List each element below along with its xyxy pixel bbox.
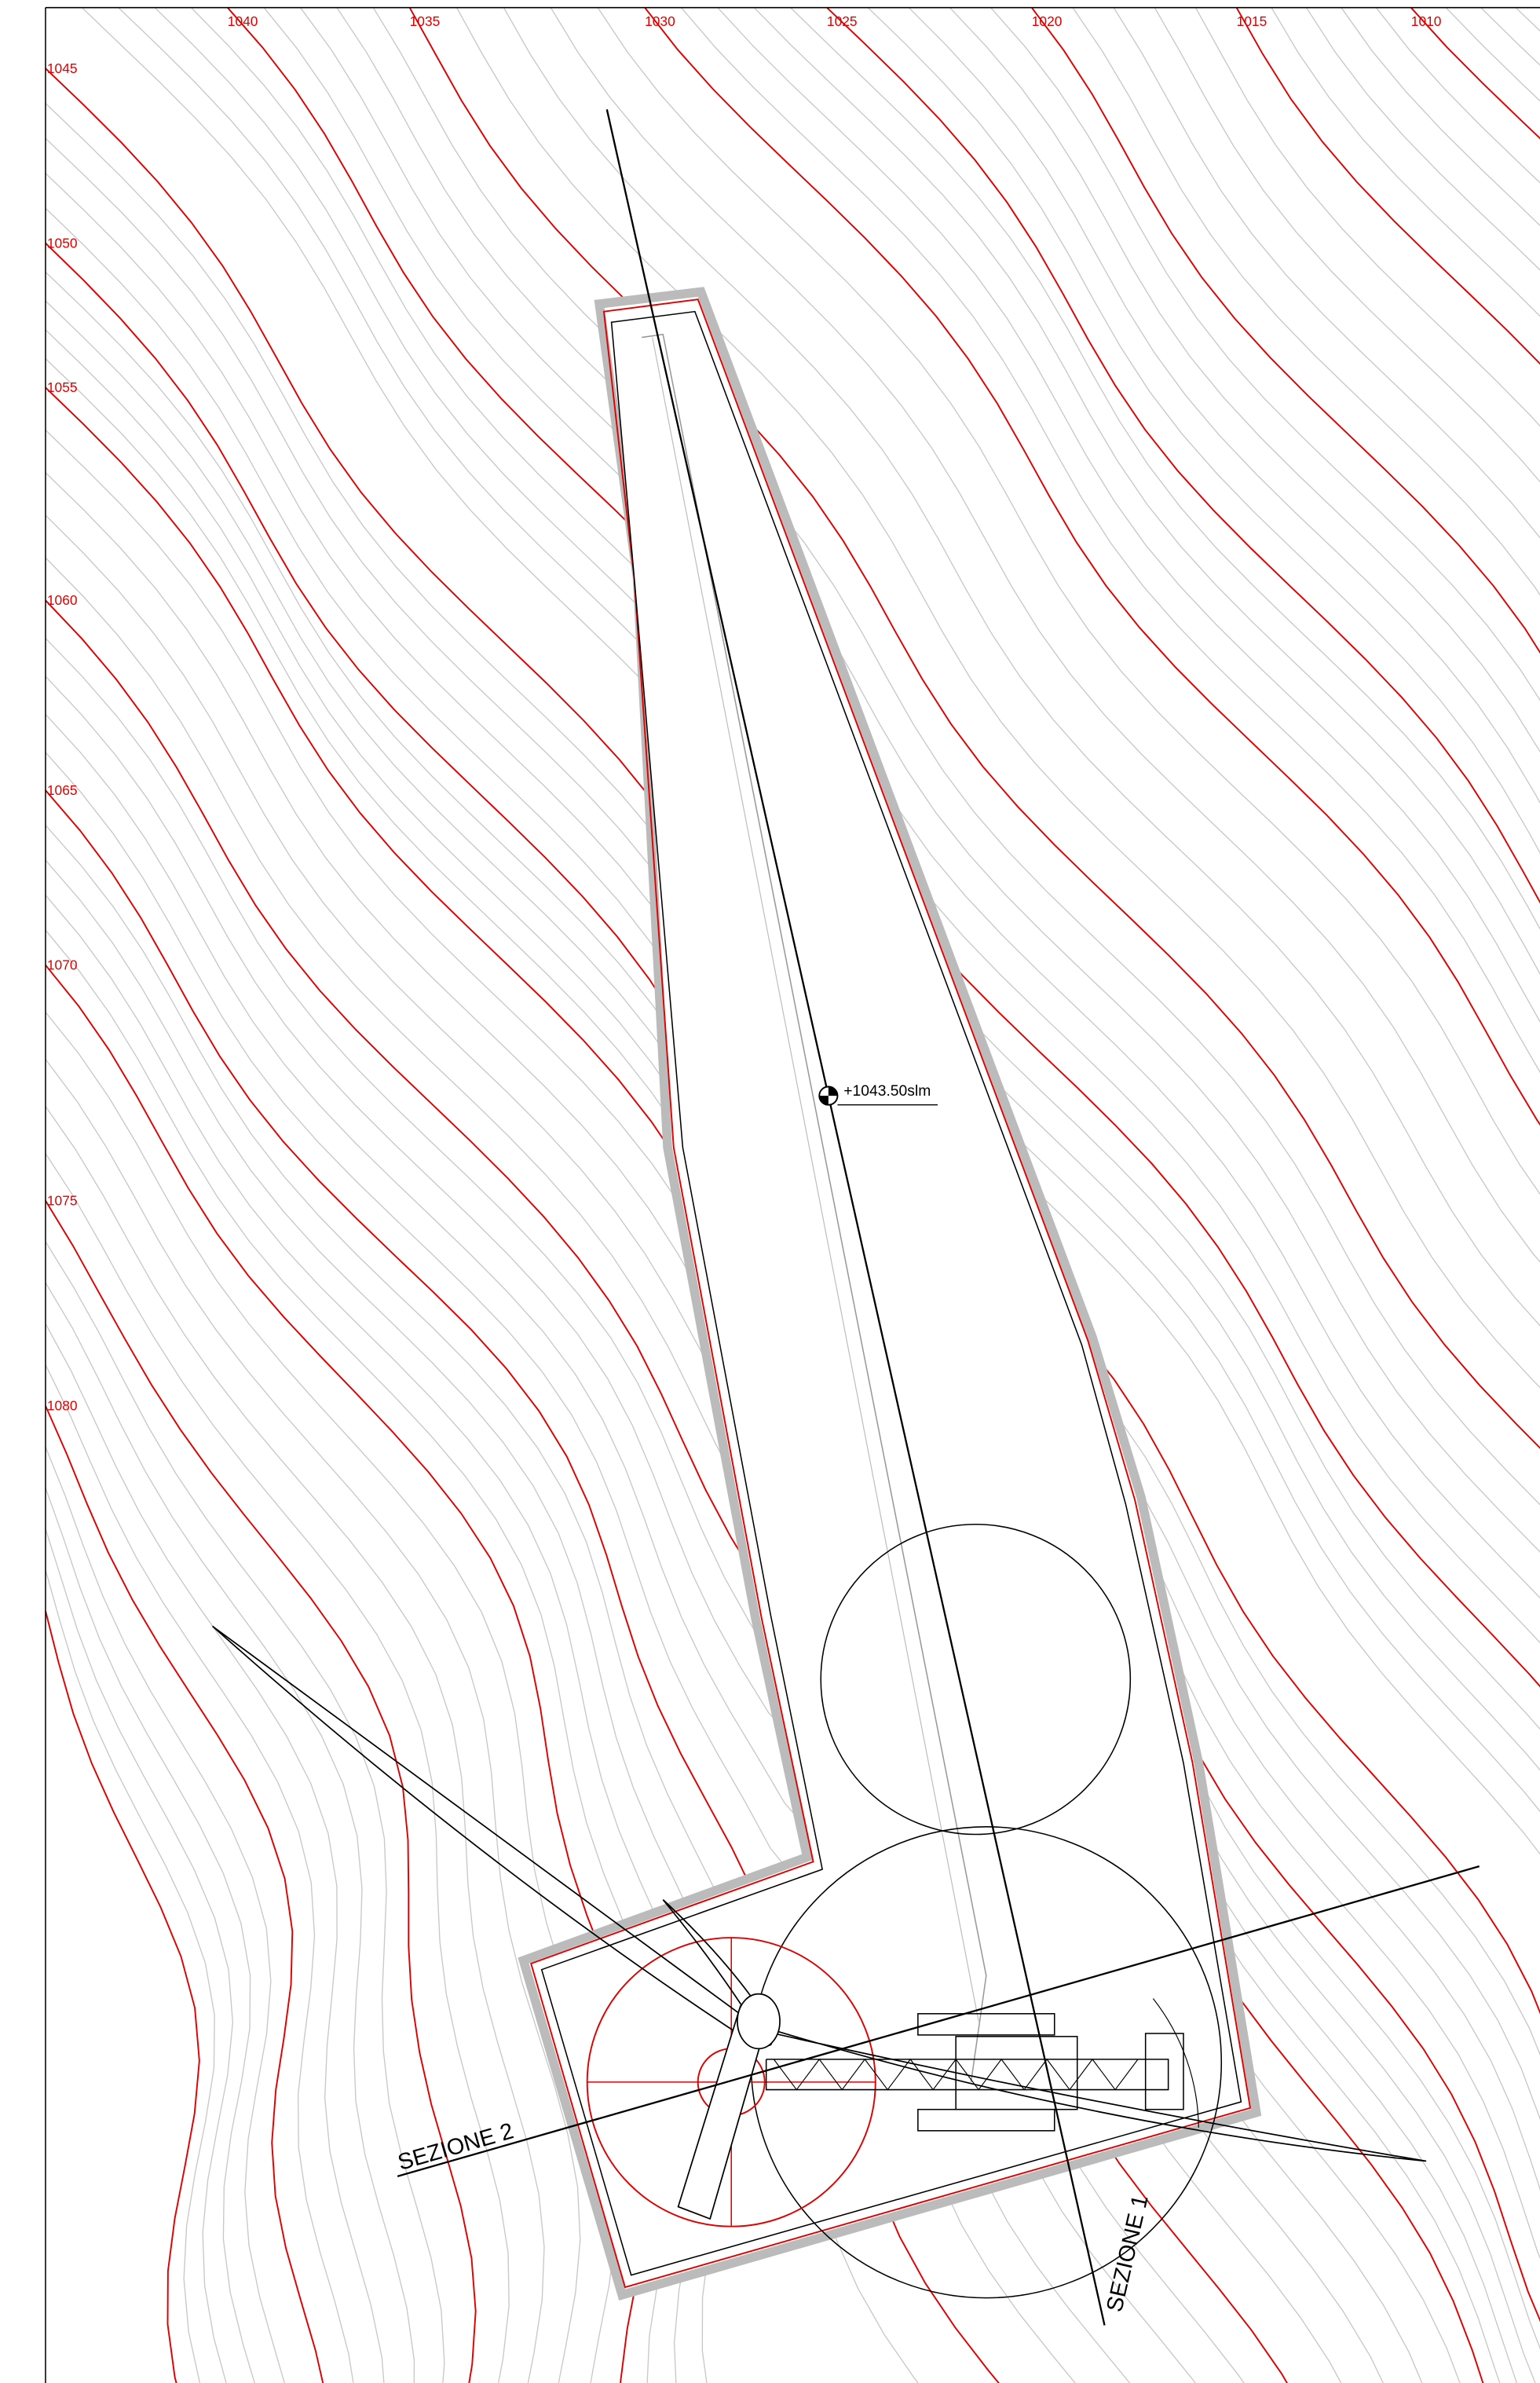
section-line-1 bbox=[605, 109, 1106, 2326]
contour-minor bbox=[1271, 7, 1540, 317]
blade bbox=[662, 1899, 767, 2025]
contour-minor bbox=[503, 7, 1540, 1327]
contour-minor bbox=[1305, 7, 1540, 271]
contour-label: 1030 bbox=[645, 13, 675, 29]
crane-counterweight bbox=[1144, 2033, 1184, 2110]
contour-minor bbox=[1154, 7, 1540, 483]
contour-label: 1055 bbox=[47, 379, 78, 395]
platform-edge bbox=[530, 298, 1252, 2289]
contour-label: 1045 bbox=[47, 60, 78, 76]
contour-minor bbox=[45, 1569, 215, 2383]
contour-minor bbox=[867, 7, 1540, 855]
contour-minor bbox=[45, 1059, 581, 2383]
contour-minor bbox=[1072, 7, 1540, 596]
contour-label: 1060 bbox=[47, 592, 78, 608]
contour-label: 1015 bbox=[1237, 13, 1267, 29]
platform bbox=[211, 109, 1480, 2326]
contour-minor bbox=[1515, 7, 1540, 32]
contour-minor bbox=[299, 7, 1540, 1599]
elevation-symbol-fill bbox=[819, 1086, 838, 1105]
contour-minor bbox=[680, 7, 1540, 1074]
contour-minor bbox=[45, 1488, 255, 2383]
contour-minor bbox=[1341, 7, 1540, 226]
contour-minor bbox=[45, 1241, 445, 2383]
swing-arc bbox=[1152, 1998, 1199, 2128]
contour-minor bbox=[455, 7, 1540, 1389]
contour-labels: 1040 1035 1030 1025 1020 1015 1010 1045 1050 1055… bbox=[47, 13, 1442, 1414]
contour-minor bbox=[1113, 7, 1540, 539]
contour-label: 1025 bbox=[827, 13, 858, 29]
contour-minor bbox=[45, 1323, 385, 2383]
contour-minor bbox=[1194, 7, 1540, 427]
blade bbox=[753, 2023, 1427, 2162]
contour-minor bbox=[45, 1282, 415, 2383]
crane-track bbox=[917, 2013, 1055, 2036]
contour-minor bbox=[45, 1153, 510, 2383]
contour-major bbox=[826, 7, 1540, 904]
contour-minor bbox=[1445, 7, 1540, 102]
contour-label: 1070 bbox=[47, 957, 78, 972]
contour-minor bbox=[597, 7, 1540, 1195]
contour-label: 1040 bbox=[228, 13, 258, 29]
road-centre bbox=[642, 333, 987, 2082]
crane-lattice bbox=[773, 2058, 1139, 2091]
contour-minor bbox=[717, 7, 1540, 1023]
hub bbox=[737, 1993, 781, 2050]
contour-minor bbox=[372, 7, 1540, 1506]
contour-label: 1020 bbox=[1032, 13, 1063, 29]
elevation-label: +1043.50slm bbox=[843, 1083, 931, 1100]
contour-minor bbox=[1480, 7, 1540, 66]
contour-major bbox=[644, 7, 1540, 1126]
contour-minor bbox=[45, 1364, 354, 2383]
section-line-2 bbox=[397, 1865, 1480, 2177]
contour-major bbox=[45, 1405, 324, 2383]
contour-minor bbox=[990, 7, 1540, 701]
contour-minor bbox=[790, 7, 1540, 931]
contour-minor bbox=[336, 7, 1540, 1553]
contour-major bbox=[45, 1610, 200, 2383]
contour-minor bbox=[45, 1446, 285, 2383]
contour-minor bbox=[753, 7, 1540, 976]
contour-minor bbox=[949, 7, 1540, 753]
contour-label: 1080 bbox=[47, 1398, 78, 1414]
contour-major bbox=[1410, 7, 1540, 140]
contour-minor bbox=[45, 1106, 545, 2383]
road-edge bbox=[652, 337, 979, 2022]
contour-minor bbox=[908, 7, 1540, 804]
contour-label: 1035 bbox=[410, 13, 441, 29]
crane-boom bbox=[765, 2059, 1169, 2091]
contour-major bbox=[1031, 7, 1540, 654]
storage-circle bbox=[820, 1523, 1132, 1836]
contour-label: 1075 bbox=[47, 1192, 78, 1208]
contour-label: 1050 bbox=[47, 235, 78, 251]
contour-label: 1065 bbox=[47, 782, 78, 798]
contour-minor bbox=[1375, 7, 1540, 184]
contour-label: 1010 bbox=[1411, 13, 1442, 29]
contour-major bbox=[408, 7, 1540, 1449]
contour-minor bbox=[45, 1528, 234, 2383]
contour-major bbox=[1235, 7, 1540, 365]
platform-outline bbox=[540, 310, 1242, 2276]
contour-minor bbox=[550, 7, 1540, 1263]
